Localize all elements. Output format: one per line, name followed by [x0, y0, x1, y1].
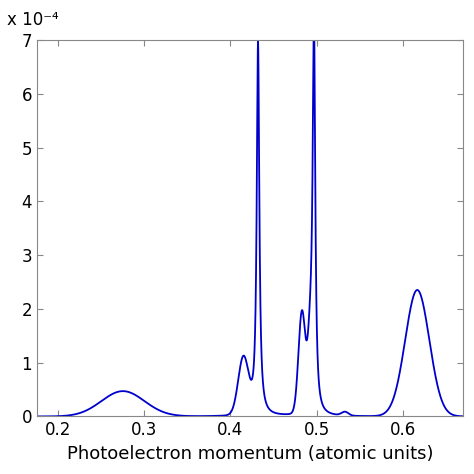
Text: x 10⁻⁴: x 10⁻⁴: [7, 11, 59, 29]
X-axis label: Photoelectron momentum (atomic units): Photoelectron momentum (atomic units): [67, 445, 433, 463]
